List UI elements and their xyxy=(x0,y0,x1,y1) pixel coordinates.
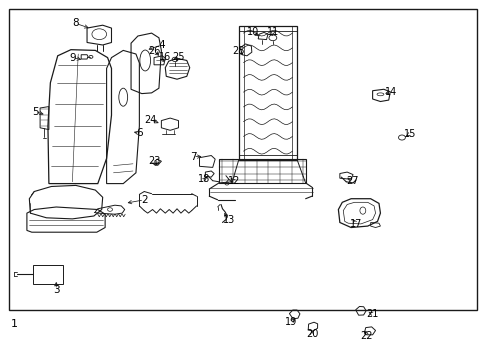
Text: 17: 17 xyxy=(349,219,362,229)
Text: 2: 2 xyxy=(141,195,147,205)
Text: 28: 28 xyxy=(232,46,244,56)
Text: 15: 15 xyxy=(403,129,415,139)
Text: 21: 21 xyxy=(366,309,378,319)
Text: 11: 11 xyxy=(266,27,279,37)
Text: 3: 3 xyxy=(53,285,60,295)
Text: 5: 5 xyxy=(32,107,39,117)
Text: 13: 13 xyxy=(222,215,235,225)
Text: 19: 19 xyxy=(284,317,297,327)
Text: 26: 26 xyxy=(147,46,160,56)
Text: 14: 14 xyxy=(384,87,397,97)
Text: 25: 25 xyxy=(172,52,184,62)
Text: 12: 12 xyxy=(227,176,240,186)
Text: 22: 22 xyxy=(360,330,372,341)
Text: 6: 6 xyxy=(136,128,142,138)
Text: 16: 16 xyxy=(159,52,171,62)
Text: 18: 18 xyxy=(198,174,210,184)
Text: 24: 24 xyxy=(144,114,157,125)
Text: 7: 7 xyxy=(189,152,196,162)
Text: 9: 9 xyxy=(69,53,76,63)
Text: 8: 8 xyxy=(72,18,79,28)
Bar xyxy=(9,9,476,310)
Text: 20: 20 xyxy=(305,329,318,339)
Text: 4: 4 xyxy=(158,40,164,50)
Text: 23: 23 xyxy=(147,156,160,166)
Text: 1: 1 xyxy=(11,319,18,329)
Text: 27: 27 xyxy=(345,176,358,186)
Text: 10: 10 xyxy=(246,27,259,37)
